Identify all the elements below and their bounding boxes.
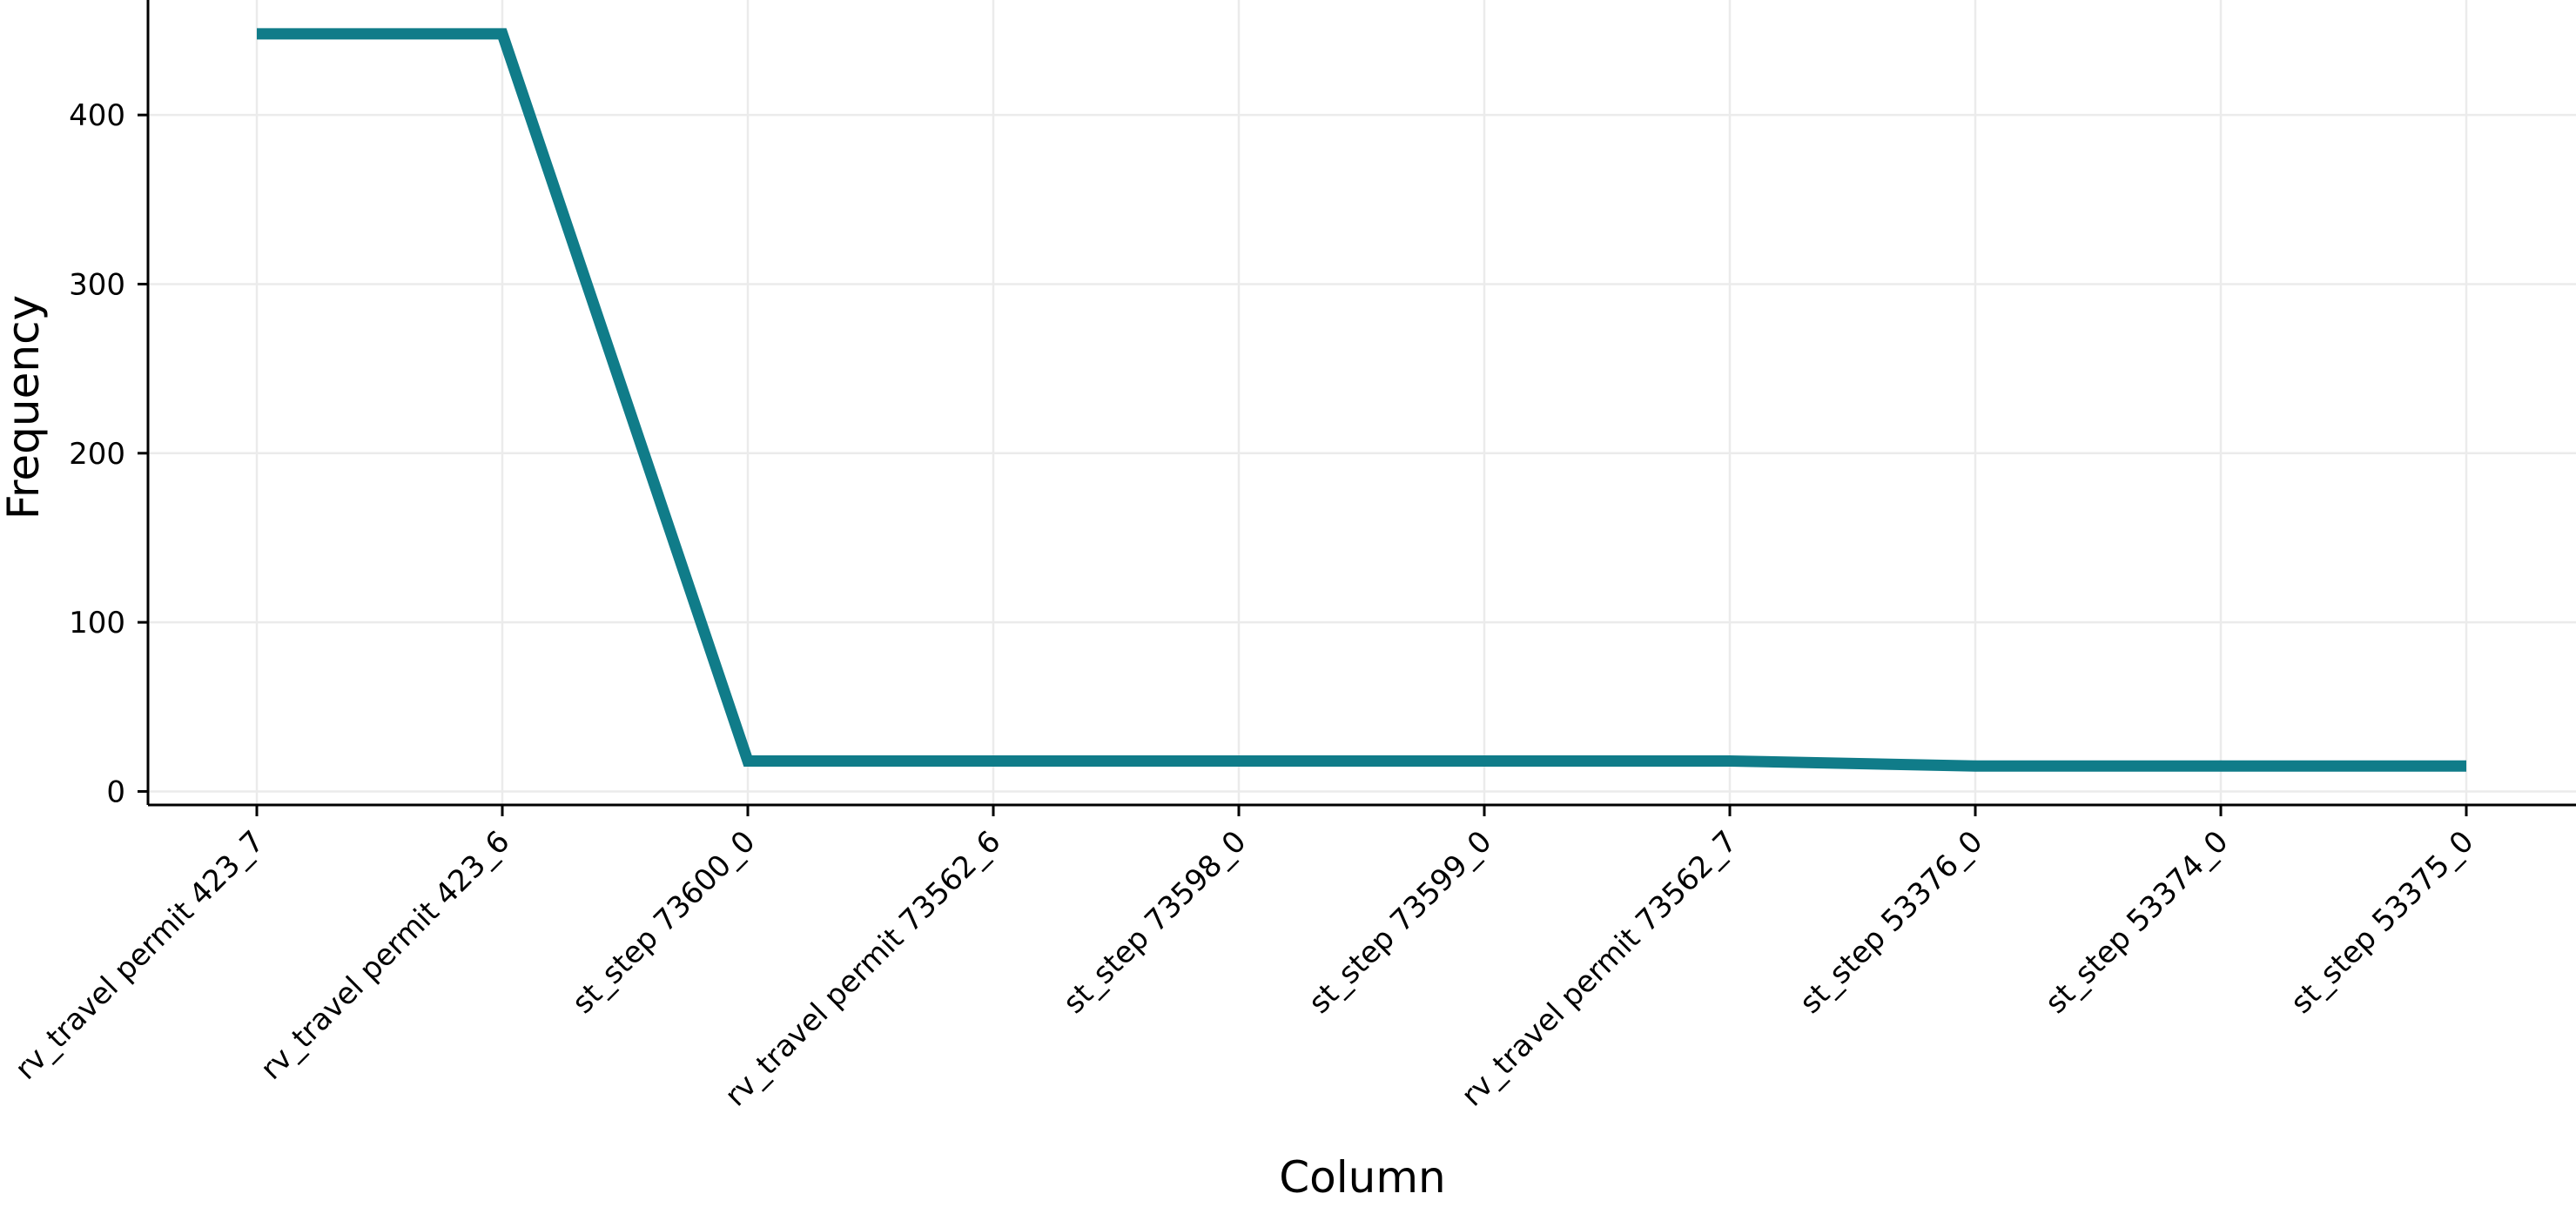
x-tick-label: rv_travel permit 73562_6: [718, 824, 1007, 1113]
y-tick-label: 400: [69, 98, 125, 133]
x-tick-label: st_step 73600_0: [566, 824, 763, 1021]
x-axis-title: Column: [1279, 1152, 1445, 1203]
x-tick-label: st_step 73599_0: [1302, 824, 1499, 1021]
x-tick-label: st_step 53376_0: [1793, 824, 1990, 1021]
grid-layer: [148, 0, 2576, 805]
x-tick-label: rv_travel permit 423_7: [9, 824, 272, 1087]
x-tick-label: st_step 53375_0: [2284, 824, 2481, 1021]
y-tick-label: 0: [106, 774, 125, 809]
y-tick-label: 200: [69, 437, 125, 472]
x-tick-label: st_step 53374_0: [2039, 824, 2236, 1021]
series-line: [257, 28, 2466, 772]
x-tick-label: rv_travel permit 73562_7: [1455, 824, 1744, 1113]
series-layer: [257, 28, 2466, 772]
y-tick-label: 300: [69, 267, 125, 302]
x-tick-label: st_step 73598_0: [1057, 824, 1254, 1021]
y-tick-label: 100: [69, 606, 125, 640]
axis-layer: [138, 0, 2576, 816]
x-tick-label: rv_travel permit 423_6: [254, 824, 517, 1087]
y-axis-title: Frequency: [0, 295, 49, 520]
